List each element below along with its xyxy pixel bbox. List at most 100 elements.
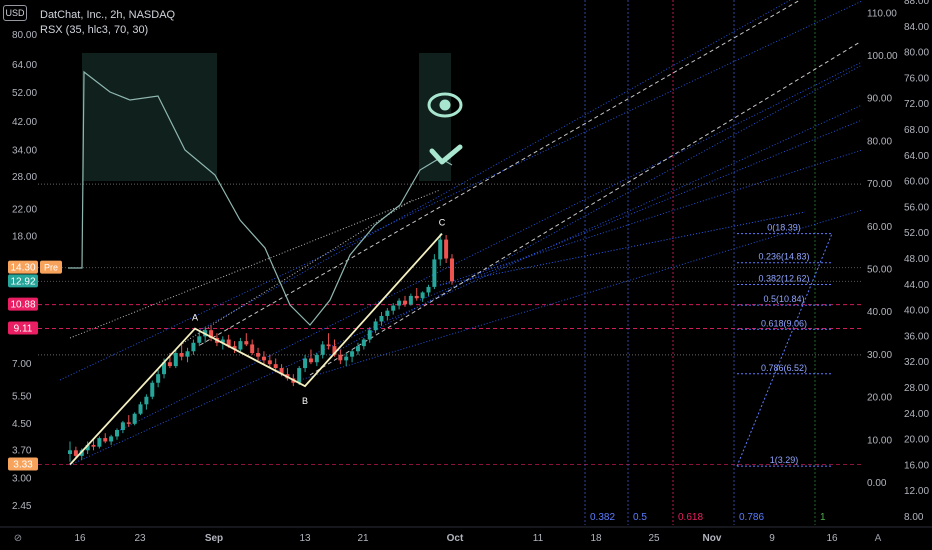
wave-line (69, 233, 443, 466)
candle-body (397, 300, 402, 306)
right-price-tick: 36.00 (904, 331, 929, 342)
price-tag-label: 9.11 (14, 324, 33, 335)
rsx-zone (82, 53, 217, 181)
price-axis-tick: 28.00 (12, 172, 37, 183)
candle-body (138, 404, 143, 414)
candle-body (226, 339, 231, 347)
right-price-tick: 12.00 (904, 486, 929, 497)
candle-body (279, 368, 284, 375)
candle-body (238, 341, 243, 350)
candle-body (185, 351, 190, 357)
x-axis-tick: 9 (769, 533, 775, 544)
fib-level-label: 0.618(9.06) (761, 318, 807, 328)
indicator-title[interactable]: RSX (35, hlc3, 70, 30) (40, 24, 149, 36)
price-axis-tick: 64.00 (12, 60, 37, 71)
x-axis-tick: 16 (826, 533, 838, 544)
price-axis-tick: 3.70 (12, 445, 32, 456)
candle-body (167, 362, 172, 367)
right-price-tick: 64.00 (904, 151, 929, 162)
candle-body (420, 292, 425, 299)
wave-label-c: C (439, 218, 446, 228)
candle-body (220, 339, 225, 343)
candle-body (391, 305, 396, 311)
price-tag-label: 12.92 (10, 276, 35, 287)
right-price-tick: 80.00 (904, 48, 929, 59)
candle-body (261, 356, 266, 361)
fib-level-label: 0(18.39) (767, 223, 801, 233)
right-price-tick: 40.00 (904, 306, 929, 317)
price-axis-tick: 2.45 (12, 501, 32, 512)
channel-line (199, 0, 792, 331)
right-price-tick: 32.00 (904, 357, 929, 368)
auto-scale-button: A (875, 533, 882, 544)
candle-body (244, 341, 249, 345)
candle-body (379, 315, 384, 322)
price-axis-tick: 52.00 (12, 88, 37, 99)
candle-body (267, 360, 272, 365)
price-axis-tick: 5.50 (12, 392, 32, 403)
currency-label[interactable]: USD (3, 5, 27, 21)
price-axis-tick: 80.00 (12, 30, 37, 41)
rsx-axis-tick: 40.00 (867, 307, 892, 318)
candle-body (408, 295, 413, 305)
price-tag (8, 274, 38, 288)
candle-body (79, 450, 84, 456)
channel-line (299, 209, 863, 381)
rsx-axis-tick: 70.00 (867, 179, 892, 190)
wave-label-b: B (302, 396, 308, 406)
right-price-tick: 52.00 (904, 228, 929, 239)
candle-body (103, 438, 108, 442)
rsx-axis-tick: 0.00 (867, 478, 887, 489)
candle-body (132, 413, 137, 424)
rsx-axis-tick: 60.00 (867, 222, 892, 233)
median-line (199, 0, 801, 346)
channel-line (329, 64, 863, 356)
candle-body (332, 346, 337, 355)
x-axis-tick: 16 (74, 533, 86, 544)
candle-body (444, 239, 449, 259)
channel-line (439, 149, 863, 286)
premarket-label: Pre (44, 263, 58, 273)
price-tag (8, 260, 38, 274)
price-tag (8, 457, 38, 471)
price-axis-tick: 22.00 (12, 204, 37, 215)
fib-level-label: 0.786(6.52) (761, 363, 807, 373)
price-tag-label: 10.88 (10, 300, 35, 311)
right-price-tick: 48.00 (904, 254, 929, 265)
candle-body (150, 382, 155, 397)
x-axis-tick: 18 (590, 533, 602, 544)
fib-trend-line (736, 233, 833, 467)
candle-body (314, 354, 319, 363)
candle-body (373, 321, 378, 331)
candle-body (326, 344, 331, 347)
price-axis-tick: 34.00 (12, 146, 37, 157)
channel-line (59, 0, 863, 381)
x-axis-tick: 25 (648, 533, 660, 544)
channel-line (119, 61, 863, 431)
candle-body (256, 353, 261, 357)
right-price-tick: 16.00 (904, 460, 929, 471)
time-fib-label: 1 (820, 512, 826, 523)
rsx-axis-tick: 30.00 (867, 350, 892, 361)
checkmark-icon (429, 144, 463, 165)
right-price-tick: 84.00 (904, 22, 929, 33)
symbol-title[interactable]: DatChat, Inc., 2h, NASDAQ (40, 9, 176, 21)
right-price-tick: 20.00 (904, 435, 929, 446)
rsx-axis-tick: 80.00 (867, 136, 892, 147)
rsx-line (68, 70, 453, 326)
candle-body (308, 358, 313, 363)
eye-icon (427, 92, 463, 118)
chart-legend: DatChat, Inc., 2h, NASDAQ RSX (35, hlc3,… (40, 8, 175, 38)
right-price-tick: 24.00 (904, 409, 929, 420)
candle-body (414, 295, 419, 299)
right-price-tick: 88.00 (904, 0, 929, 7)
right-price-tick: 28.00 (904, 383, 929, 394)
rsx-axis-tick: 100.00 (867, 51, 898, 62)
candle-body (338, 354, 343, 361)
candle-body (97, 438, 102, 447)
price-tag-label: 14.30 (10, 263, 35, 274)
candle-body (115, 429, 120, 437)
trend-line (69, 189, 441, 339)
rsx-axis-tick: 10.00 (867, 435, 892, 446)
